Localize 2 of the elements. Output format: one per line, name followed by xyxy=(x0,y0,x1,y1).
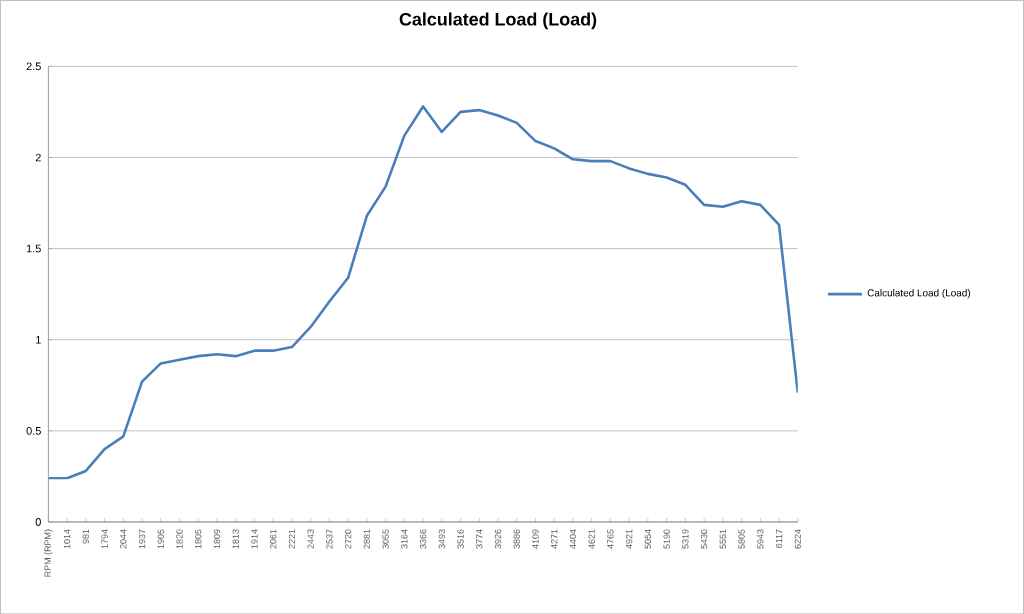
chart-title: Calculated Load (Load) xyxy=(399,12,597,29)
line-series xyxy=(48,104,798,480)
